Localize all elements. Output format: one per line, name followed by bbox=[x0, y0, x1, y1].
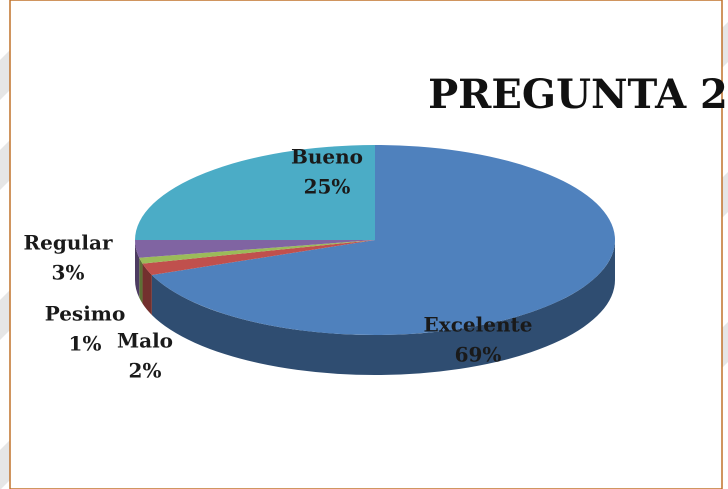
slice-value: 1% bbox=[69, 332, 102, 356]
pie-slice bbox=[142, 240, 375, 275]
pie-side bbox=[142, 263, 152, 315]
slice-name: Pesimo bbox=[45, 302, 126, 326]
pie-tops bbox=[135, 145, 616, 335]
slice-value: 25% bbox=[304, 175, 351, 199]
slice-name: Bueno bbox=[291, 145, 363, 169]
pie-slice bbox=[139, 240, 375, 264]
slice-name: Malo bbox=[117, 329, 173, 353]
pie-sides bbox=[135, 240, 615, 376]
pie-side bbox=[151, 240, 615, 376]
chart-title: PREGUNTA 2 bbox=[428, 71, 728, 118]
labels: Excelente 69% Malo 2% Pesimo 1% Regular 3% Bueno… bbox=[24, 145, 533, 383]
slice-value: 69% bbox=[455, 343, 502, 367]
pie-slice bbox=[135, 145, 375, 240]
slice-name: Regular bbox=[24, 231, 113, 255]
pie-slice bbox=[151, 145, 616, 335]
pie-side bbox=[135, 240, 140, 298]
pie-slice bbox=[135, 240, 375, 258]
slice-value: 2% bbox=[129, 359, 162, 383]
slice-value: 3% bbox=[52, 261, 85, 285]
slice-name: Excelente bbox=[424, 313, 533, 337]
pie-side bbox=[139, 257, 143, 304]
